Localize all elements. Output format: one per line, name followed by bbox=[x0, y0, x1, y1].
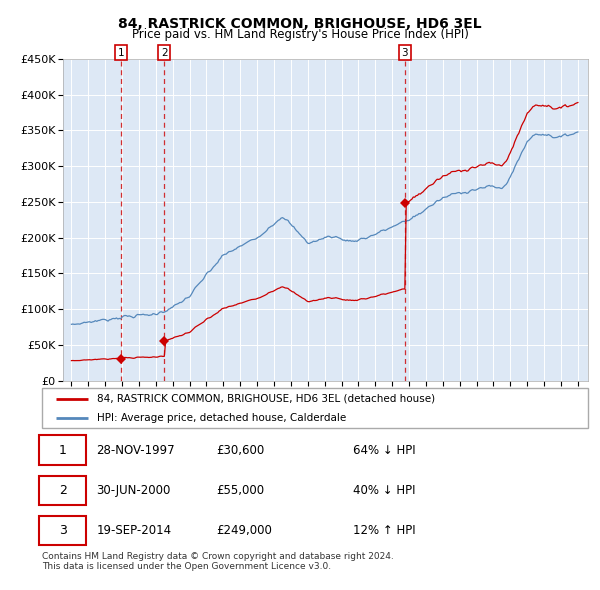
Text: 2: 2 bbox=[161, 48, 167, 58]
Text: 3: 3 bbox=[59, 524, 67, 537]
FancyBboxPatch shape bbox=[42, 388, 588, 428]
Text: 30-JUN-2000: 30-JUN-2000 bbox=[97, 484, 171, 497]
Text: £30,600: £30,600 bbox=[217, 444, 265, 457]
Text: 1: 1 bbox=[118, 48, 124, 58]
Text: 64% ↓ HPI: 64% ↓ HPI bbox=[353, 444, 416, 457]
Text: Price paid vs. HM Land Registry's House Price Index (HPI): Price paid vs. HM Land Registry's House … bbox=[131, 28, 469, 41]
Text: 12% ↑ HPI: 12% ↑ HPI bbox=[353, 524, 416, 537]
FancyBboxPatch shape bbox=[39, 435, 86, 465]
Text: HPI: Average price, detached house, Calderdale: HPI: Average price, detached house, Cald… bbox=[97, 413, 346, 422]
Text: 2: 2 bbox=[59, 484, 67, 497]
Text: £55,000: £55,000 bbox=[217, 484, 265, 497]
Text: 3: 3 bbox=[401, 48, 408, 58]
Text: 1: 1 bbox=[59, 444, 67, 457]
Text: 19-SEP-2014: 19-SEP-2014 bbox=[97, 524, 172, 537]
FancyBboxPatch shape bbox=[39, 516, 86, 545]
Text: 40% ↓ HPI: 40% ↓ HPI bbox=[353, 484, 416, 497]
Text: 84, RASTRICK COMMON, BRIGHOUSE, HD6 3EL: 84, RASTRICK COMMON, BRIGHOUSE, HD6 3EL bbox=[118, 17, 482, 31]
Text: Contains HM Land Registry data © Crown copyright and database right 2024.
This d: Contains HM Land Registry data © Crown c… bbox=[42, 552, 394, 571]
FancyBboxPatch shape bbox=[39, 476, 86, 505]
Text: 28-NOV-1997: 28-NOV-1997 bbox=[97, 444, 175, 457]
Text: £249,000: £249,000 bbox=[217, 524, 272, 537]
Text: 84, RASTRICK COMMON, BRIGHOUSE, HD6 3EL (detached house): 84, RASTRICK COMMON, BRIGHOUSE, HD6 3EL … bbox=[97, 394, 435, 404]
